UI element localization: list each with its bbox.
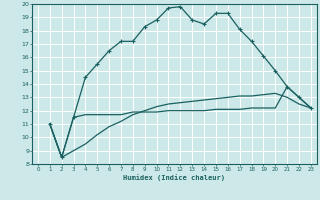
X-axis label: Humidex (Indice chaleur): Humidex (Indice chaleur) [124,174,225,181]
